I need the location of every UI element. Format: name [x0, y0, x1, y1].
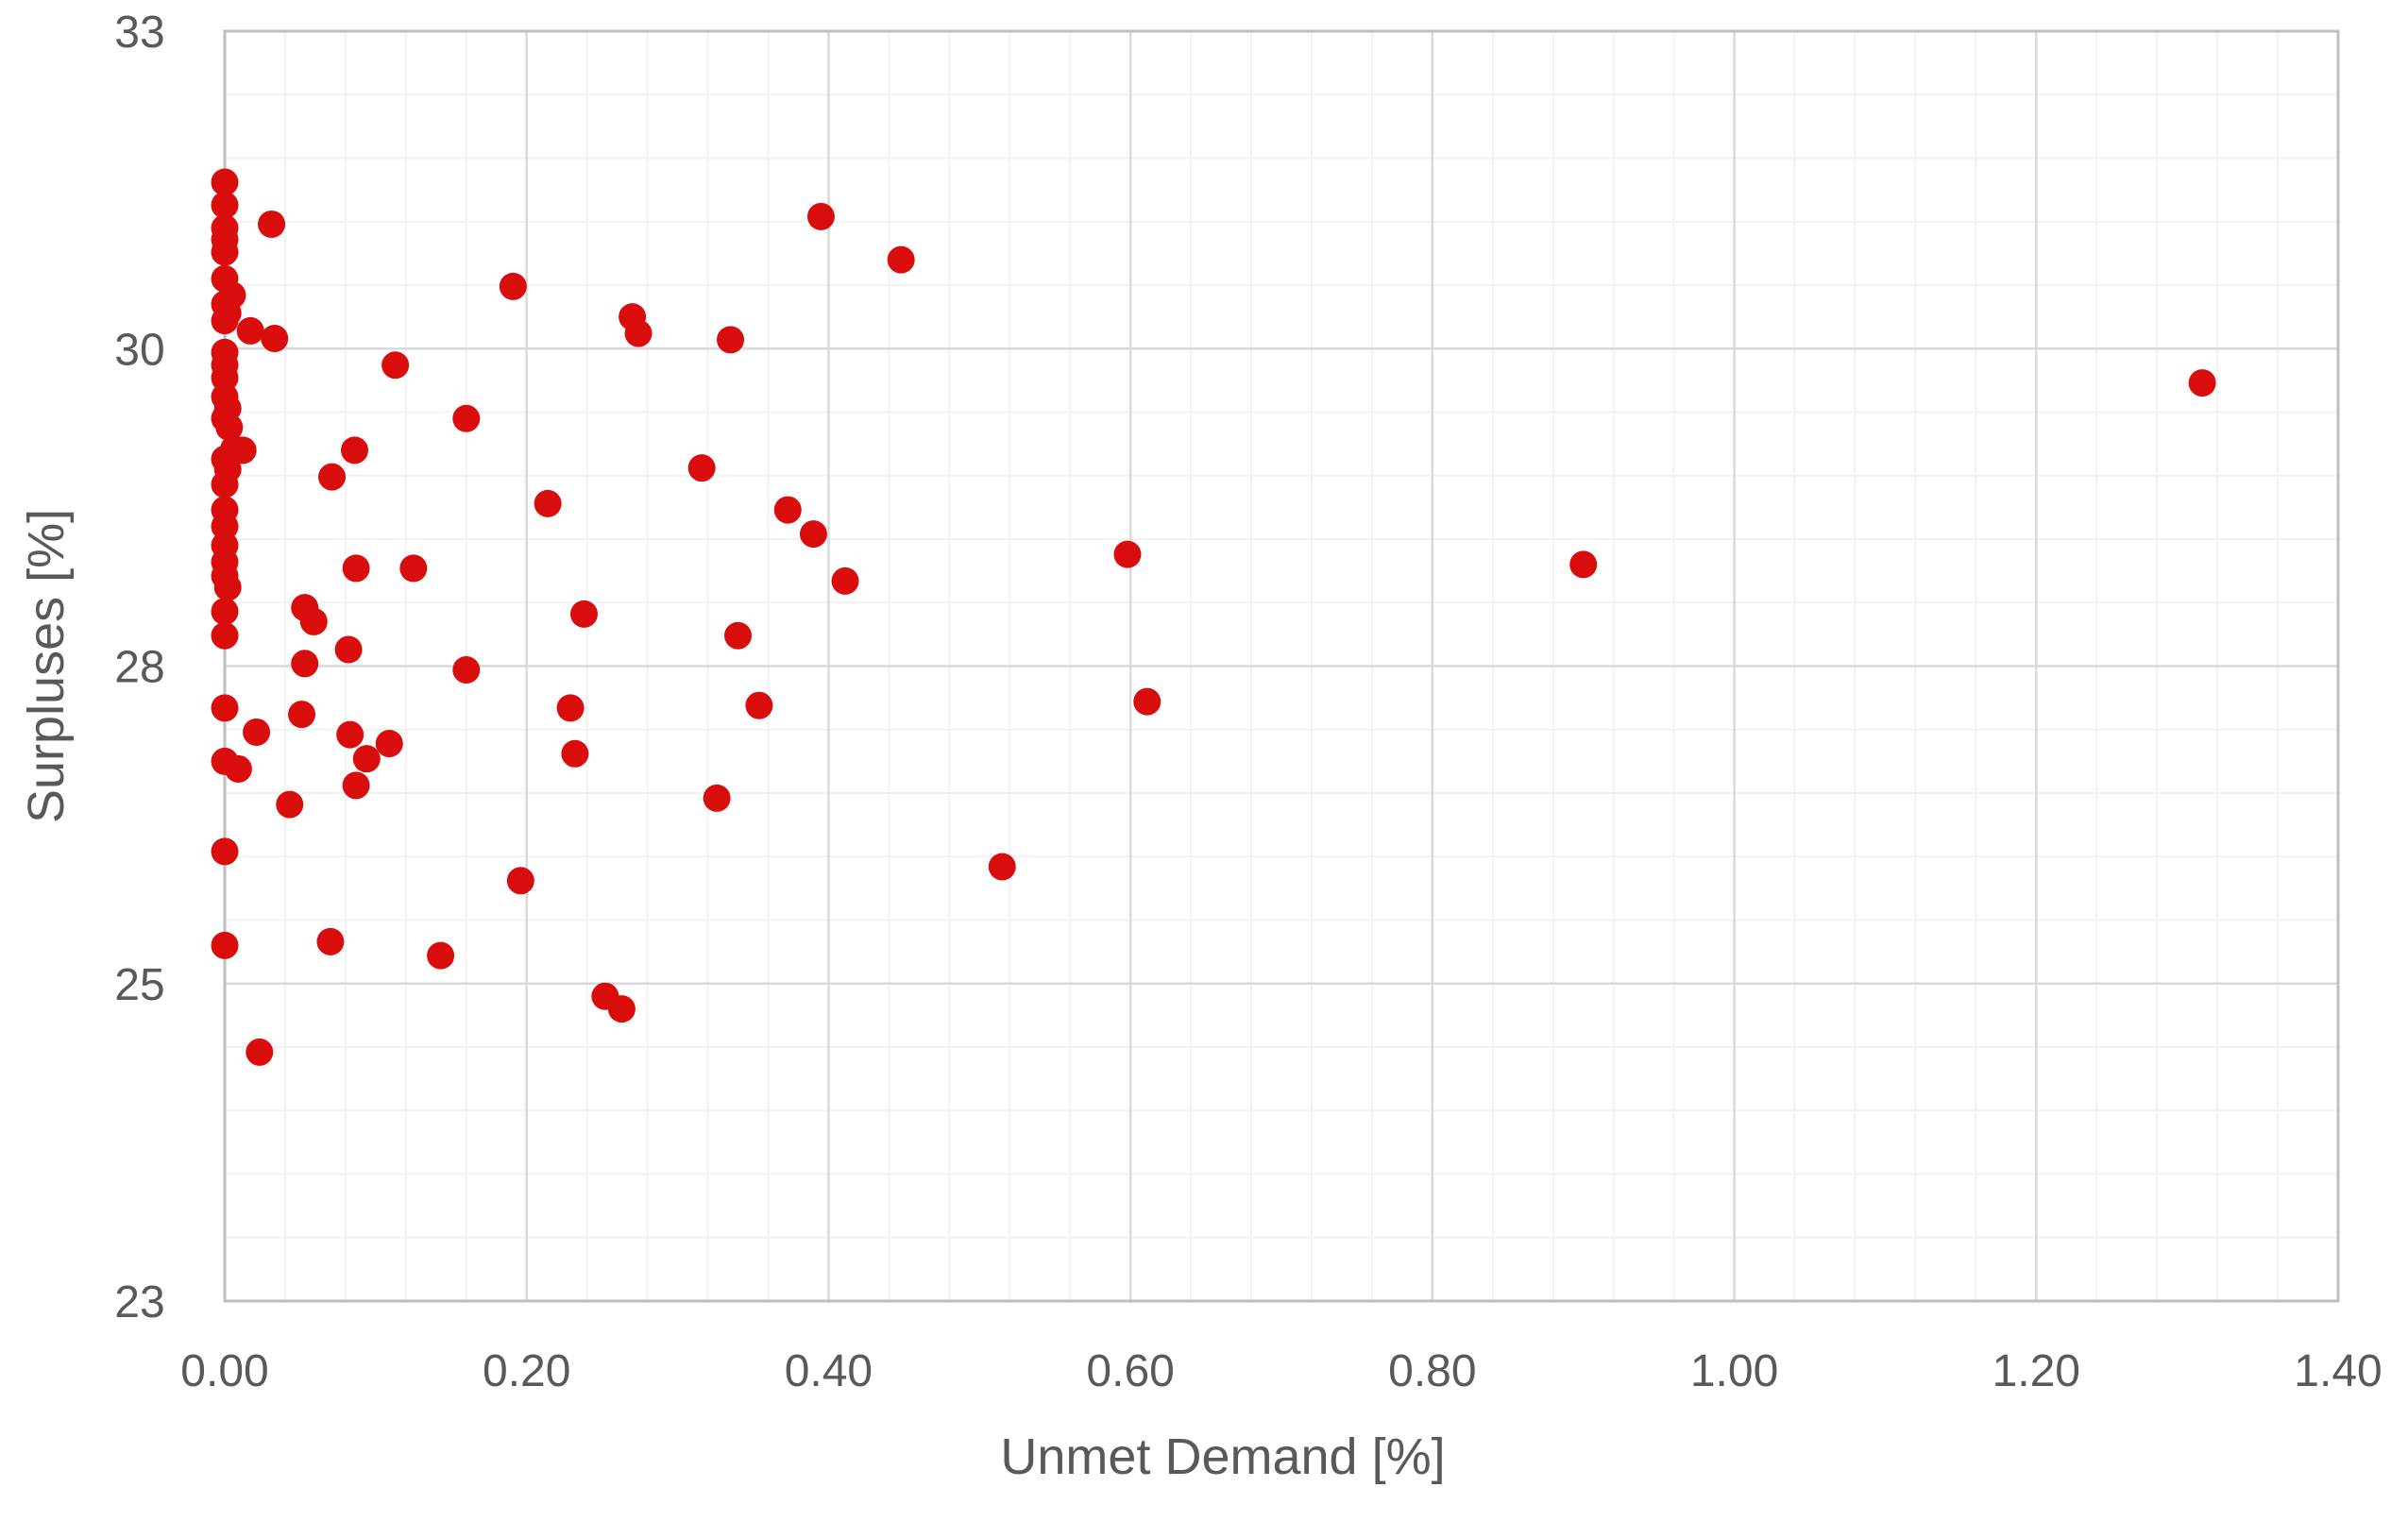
data-point [336, 720, 365, 749]
data-point [773, 496, 802, 524]
data-point [342, 771, 370, 800]
y-tick-label: 23 [114, 1277, 164, 1327]
data-point [276, 790, 304, 819]
x-tick-label: 0.60 [1086, 1346, 1174, 1396]
data-point [799, 520, 827, 549]
data-point [211, 598, 239, 626]
y-tick-label: 33 [114, 8, 164, 58]
y-tick-label: 25 [114, 960, 164, 1010]
data-point [291, 650, 319, 678]
data-point [258, 210, 286, 238]
data-point [399, 554, 428, 583]
data-point [213, 573, 242, 601]
data-point [211, 694, 239, 722]
data-point [506, 867, 534, 895]
x-tick-label: 0.80 [1388, 1346, 1476, 1396]
data-point [2188, 369, 2216, 397]
data-point [211, 470, 239, 499]
data-point [246, 1038, 274, 1066]
data-point [342, 554, 370, 583]
data-point [215, 414, 244, 442]
data-point [1113, 540, 1142, 568]
data-point [499, 272, 527, 300]
data-point [887, 245, 915, 274]
data-point [745, 691, 773, 719]
x-tick-label: 1.40 [2294, 1346, 2382, 1396]
data-point [316, 927, 345, 955]
data-point [224, 754, 252, 783]
data-point [317, 463, 346, 491]
x-tick-label: 0.20 [483, 1346, 570, 1396]
data-point [624, 319, 653, 347]
data-point [340, 436, 368, 465]
data-point [724, 621, 753, 650]
data-point [703, 784, 731, 812]
data-point [556, 694, 585, 722]
data-point [211, 837, 239, 866]
data-point [288, 701, 316, 729]
data-point [988, 853, 1016, 881]
data-point [806, 202, 835, 230]
data-point [534, 489, 562, 517]
x-tick-label: 0.00 [180, 1346, 268, 1396]
data-point [352, 745, 381, 773]
data-point [299, 607, 328, 635]
data-point [382, 351, 410, 380]
data-point [211, 621, 239, 650]
data-point [334, 635, 363, 664]
y-tick-label: 28 [114, 643, 164, 693]
data-point [1569, 550, 1598, 579]
data-point [452, 404, 481, 432]
x-tick-label: 1.00 [1690, 1346, 1778, 1396]
data-point [211, 363, 239, 392]
data-point [607, 995, 636, 1023]
y-tick-label: 30 [114, 325, 164, 375]
x-axis-title: Unmet Demand [%] [1000, 1428, 1446, 1485]
data-point [427, 941, 455, 970]
data-point [236, 316, 264, 345]
data-point [211, 307, 239, 335]
data-point [211, 931, 239, 959]
data-point [243, 718, 271, 746]
data-point [211, 168, 239, 196]
data-point [211, 238, 239, 266]
y-axis-title: Surpluses [%] [18, 508, 75, 823]
data-point [687, 454, 716, 482]
x-tick-label: 0.40 [785, 1346, 873, 1396]
data-point [569, 600, 598, 628]
x-tick-label: 1.20 [1993, 1346, 2080, 1396]
data-point [717, 326, 745, 354]
data-point [211, 513, 239, 541]
data-point [261, 324, 289, 352]
data-point [1133, 687, 1162, 716]
data-point [831, 566, 859, 595]
data-point [375, 730, 403, 758]
data-point [211, 191, 239, 219]
data-point [452, 656, 481, 684]
plot-border [223, 29, 2340, 1303]
data-point [561, 739, 589, 768]
